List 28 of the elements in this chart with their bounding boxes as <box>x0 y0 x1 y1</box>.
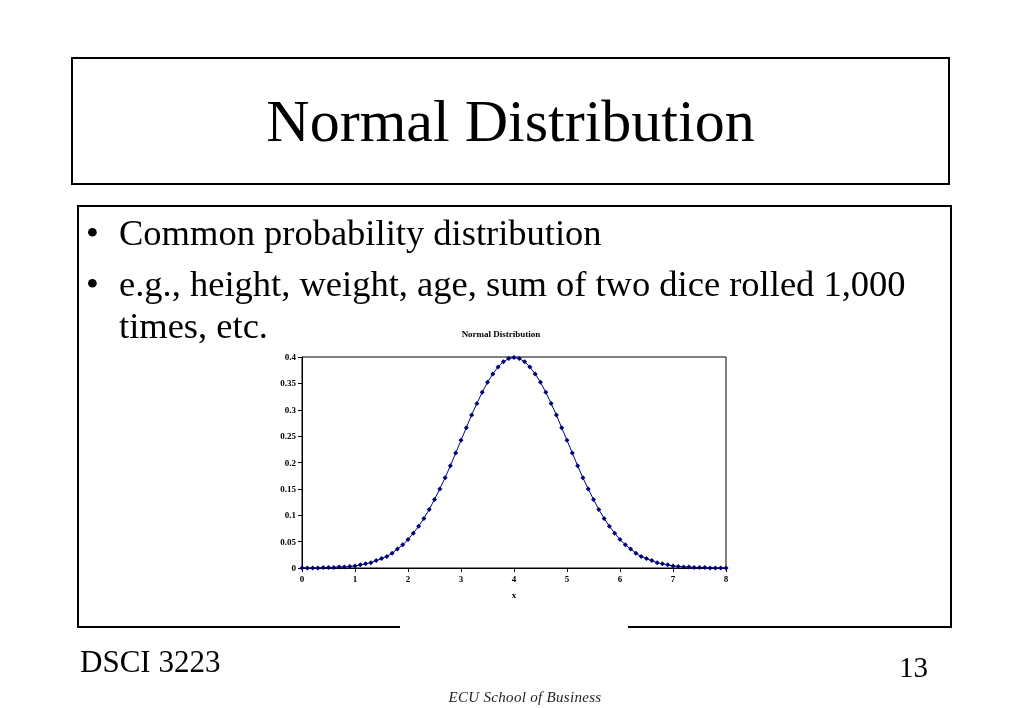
text: • <box>86 262 99 306</box>
y-tick-label: 0.15 <box>280 483 297 494</box>
chart-title: Normal Distribution <box>461 328 541 339</box>
y-tick-label: 0.3 <box>284 404 297 415</box>
x-axis-title: x <box>511 589 517 600</box>
y-tick-label: 0 <box>291 563 297 573</box>
x-tick-label: 1 <box>352 573 358 584</box>
y-tick-label: 0.4 <box>284 352 297 362</box>
y-tick-label: 0.1 <box>284 510 297 521</box>
x-tick-label: 3 <box>458 573 464 584</box>
x-tick-label: 5 <box>564 573 570 584</box>
x-tick-label: 0 <box>299 573 305 584</box>
x-tick-label: 2 <box>405 573 411 584</box>
y-tick-label: 0.05 <box>280 536 297 547</box>
y-tick-label: 0.2 <box>284 457 297 468</box>
x-tick-label: 8 <box>723 573 729 584</box>
y-tick-label: 0.25 <box>280 431 297 442</box>
x-tick-label: 4 <box>511 573 517 584</box>
text: ECU School of Business <box>448 688 602 707</box>
y-tick-label: 0.35 <box>280 378 297 389</box>
text: Common probability distribution <box>119 211 602 255</box>
x-tick-label: 6 <box>617 573 623 584</box>
text: 13 <box>899 650 928 685</box>
text: times, etc. <box>119 304 268 348</box>
text: DSCI 3223 <box>80 643 221 681</box>
text: e.g., height, weight, age, sum of two dice rolled 1,000 <box>119 262 906 306</box>
x-tick-label: 7 <box>670 573 676 584</box>
text: • <box>86 211 99 255</box>
